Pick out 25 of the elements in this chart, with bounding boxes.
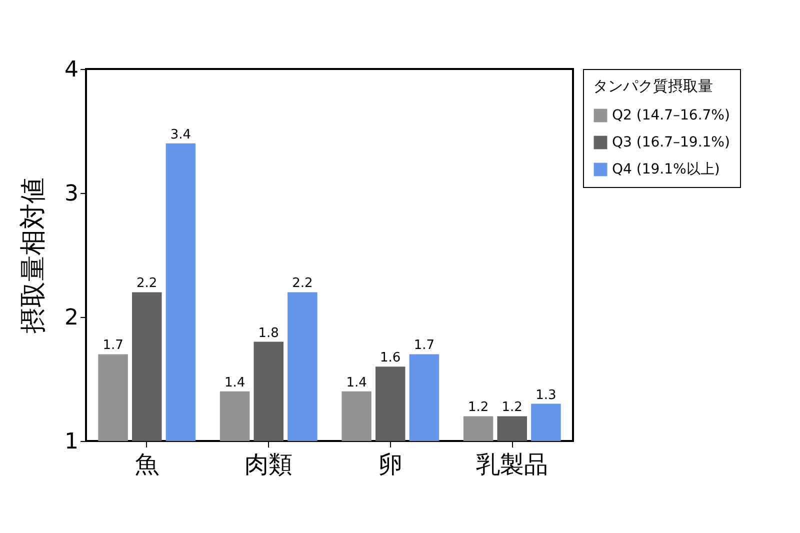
x-tick-label: 乳製品 [476, 450, 548, 478]
y-tick-label: 1 [64, 430, 78, 454]
data-label: 1.6 [380, 350, 401, 366]
legend-title: タンパク質摂取量 [593, 77, 713, 95]
x-tick-label: 魚 [134, 450, 159, 478]
data-label: 1.7 [102, 338, 124, 354]
data-label: 1.3 [536, 388, 556, 403]
x-tick-label: 卵 [378, 450, 402, 478]
data-label: 1.8 [258, 326, 279, 341]
data-label: 2.2 [136, 276, 158, 292]
data-label: 2.2 [292, 276, 313, 292]
data-label: 1.4 [346, 375, 367, 390]
data-label: 1.4 [224, 375, 246, 390]
legend-label: Q3 (16.7–19.1%) [612, 134, 730, 150]
y-tick-label: 2 [64, 306, 78, 330]
y-tick-label: 4 [64, 58, 78, 82]
data-label: 1.7 [414, 338, 435, 354]
legend-label: Q2 (14.7–16.7%) [612, 108, 730, 124]
data-label: 1.2 [468, 400, 489, 416]
data-label: 1.2 [502, 400, 522, 416]
legend-label: Q4 (19.1%以上) [612, 162, 720, 178]
x-tick-label: 肉類 [244, 450, 293, 478]
y-axis-title: 摂取量相対値 [18, 178, 49, 334]
data-label: 3.4 [170, 127, 192, 142]
y-tick-label: 3 [64, 182, 78, 206]
